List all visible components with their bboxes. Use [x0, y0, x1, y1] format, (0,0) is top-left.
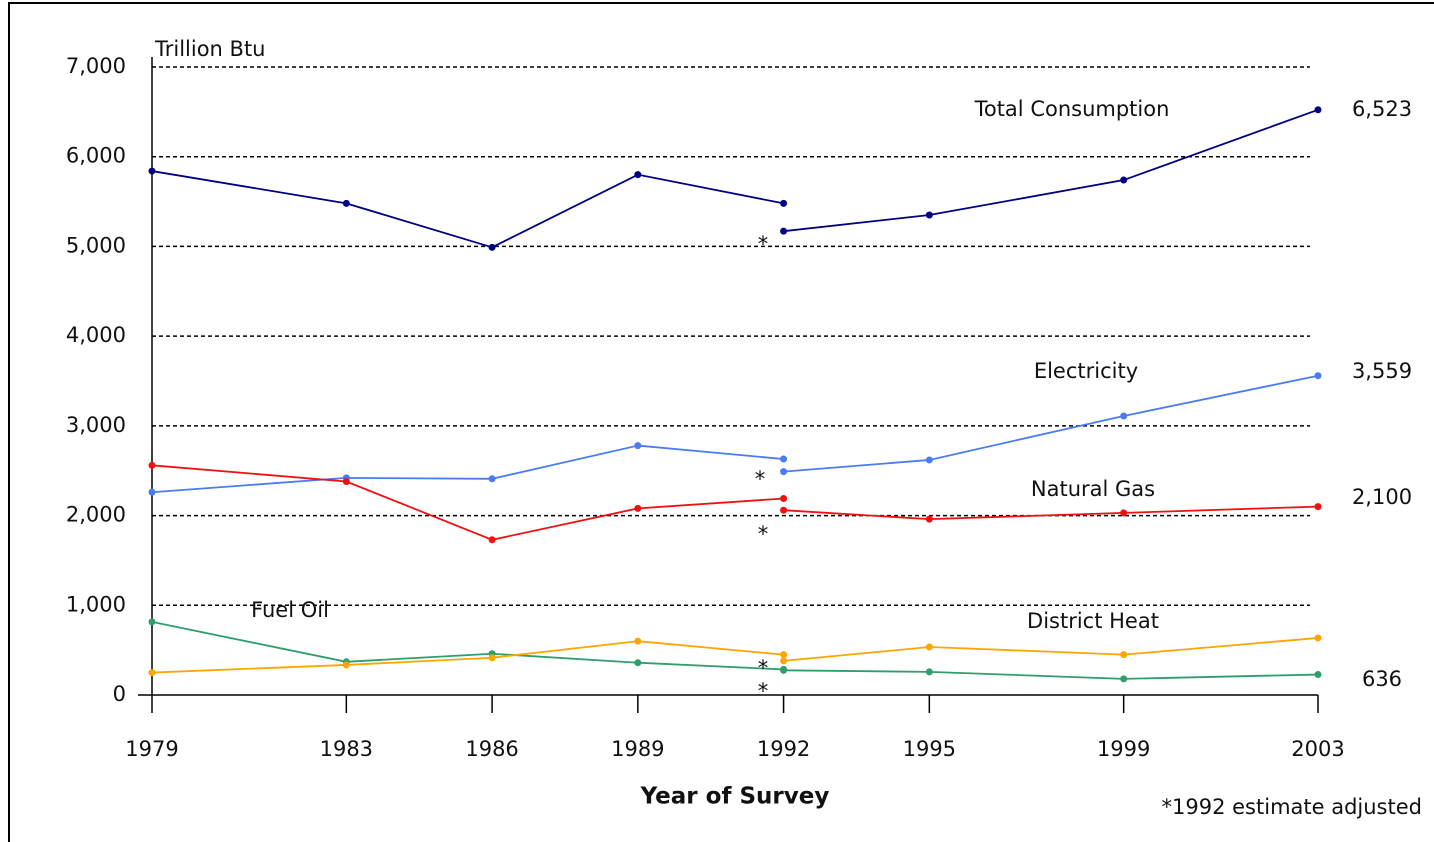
data-point: [342, 199, 350, 207]
data-point: [1120, 176, 1128, 184]
y-tick-label: 1,000: [66, 592, 126, 616]
data-point: [342, 661, 350, 669]
adjusted-marker: *: [758, 522, 769, 546]
data-point: [342, 477, 350, 485]
data-point: [1314, 106, 1322, 114]
frame: [8, 2, 1434, 842]
y-tick-label: 0: [113, 682, 126, 706]
data-point: [148, 488, 156, 496]
x-tick-label: 1983: [320, 737, 373, 761]
data-point: [1314, 671, 1322, 679]
adjusted-marker: *: [758, 232, 769, 256]
data-point: [925, 643, 933, 651]
series-label: Total Consumption: [974, 97, 1170, 121]
data-point: [1314, 372, 1322, 380]
data-point: [1120, 509, 1128, 517]
x-tick-label: 1995: [903, 737, 956, 761]
y-tick-label: 5,000: [66, 233, 126, 257]
value-label: 3,559: [1352, 359, 1412, 383]
series-line: [151, 374, 1319, 494]
data-point: [634, 504, 642, 512]
unit-label: Trillion Btu: [154, 37, 266, 61]
data-point: [634, 442, 642, 450]
data-point: [925, 211, 933, 219]
data-point: [780, 495, 788, 503]
data-point: [488, 536, 496, 544]
adjusted-marker: *: [758, 679, 769, 703]
data-point: [925, 515, 933, 523]
data-point: [780, 657, 788, 665]
data-point: [148, 461, 156, 469]
data-point: [1314, 503, 1322, 511]
data-point: [780, 199, 788, 207]
data-point: [780, 506, 788, 514]
x-tick-label: 1979: [125, 737, 178, 761]
data-point: [780, 468, 788, 476]
data-point: [1120, 675, 1128, 683]
data-point: [925, 668, 933, 676]
data-point: [780, 666, 788, 674]
value-label: 6,523: [1352, 97, 1412, 121]
series-label: Electricity: [1034, 359, 1138, 383]
data-point: [488, 475, 496, 483]
series-label: Natural Gas: [1031, 477, 1155, 501]
value-label: 636: [1362, 667, 1402, 691]
data-point: [148, 669, 156, 677]
y-tick-label: 4,000: [66, 323, 126, 347]
y-tick-label: 7,000: [66, 54, 126, 78]
data-point: [634, 171, 642, 179]
y-tick-label: 2,000: [66, 503, 126, 527]
data-point: [925, 456, 933, 464]
value-label: 2,100: [1352, 485, 1412, 509]
data-point: [148, 618, 156, 626]
x-tick-label: 2003: [1291, 737, 1344, 761]
adjusted-marker: *: [758, 656, 769, 680]
data-point: [780, 227, 788, 235]
x-tick-label: 1992: [757, 737, 810, 761]
data-point: [780, 455, 788, 463]
adjusted-marker: *: [755, 467, 766, 491]
y-tick-label: 6,000: [66, 144, 126, 168]
x-tick-label: 1999: [1097, 737, 1150, 761]
data-point: [1120, 412, 1128, 420]
data-point: [488, 243, 496, 251]
y-tick-label: 3,000: [66, 413, 126, 437]
footnote: *1992 estimate adjusted: [1162, 795, 1422, 819]
x-tick-label: 1986: [465, 737, 518, 761]
series-label: District Heat: [1027, 609, 1159, 633]
data-point: [1314, 634, 1322, 642]
data-point: [780, 651, 788, 659]
data-point: [148, 167, 156, 175]
data-point: [634, 637, 642, 645]
series-label: Fuel Oil: [251, 598, 329, 622]
x-tick-label: 1989: [611, 737, 664, 761]
data-point: [634, 659, 642, 667]
data-point: [1120, 651, 1128, 659]
data-point: [488, 654, 496, 662]
x-axis-title: Year of Survey: [640, 784, 830, 810]
series-line: [151, 108, 1319, 249]
